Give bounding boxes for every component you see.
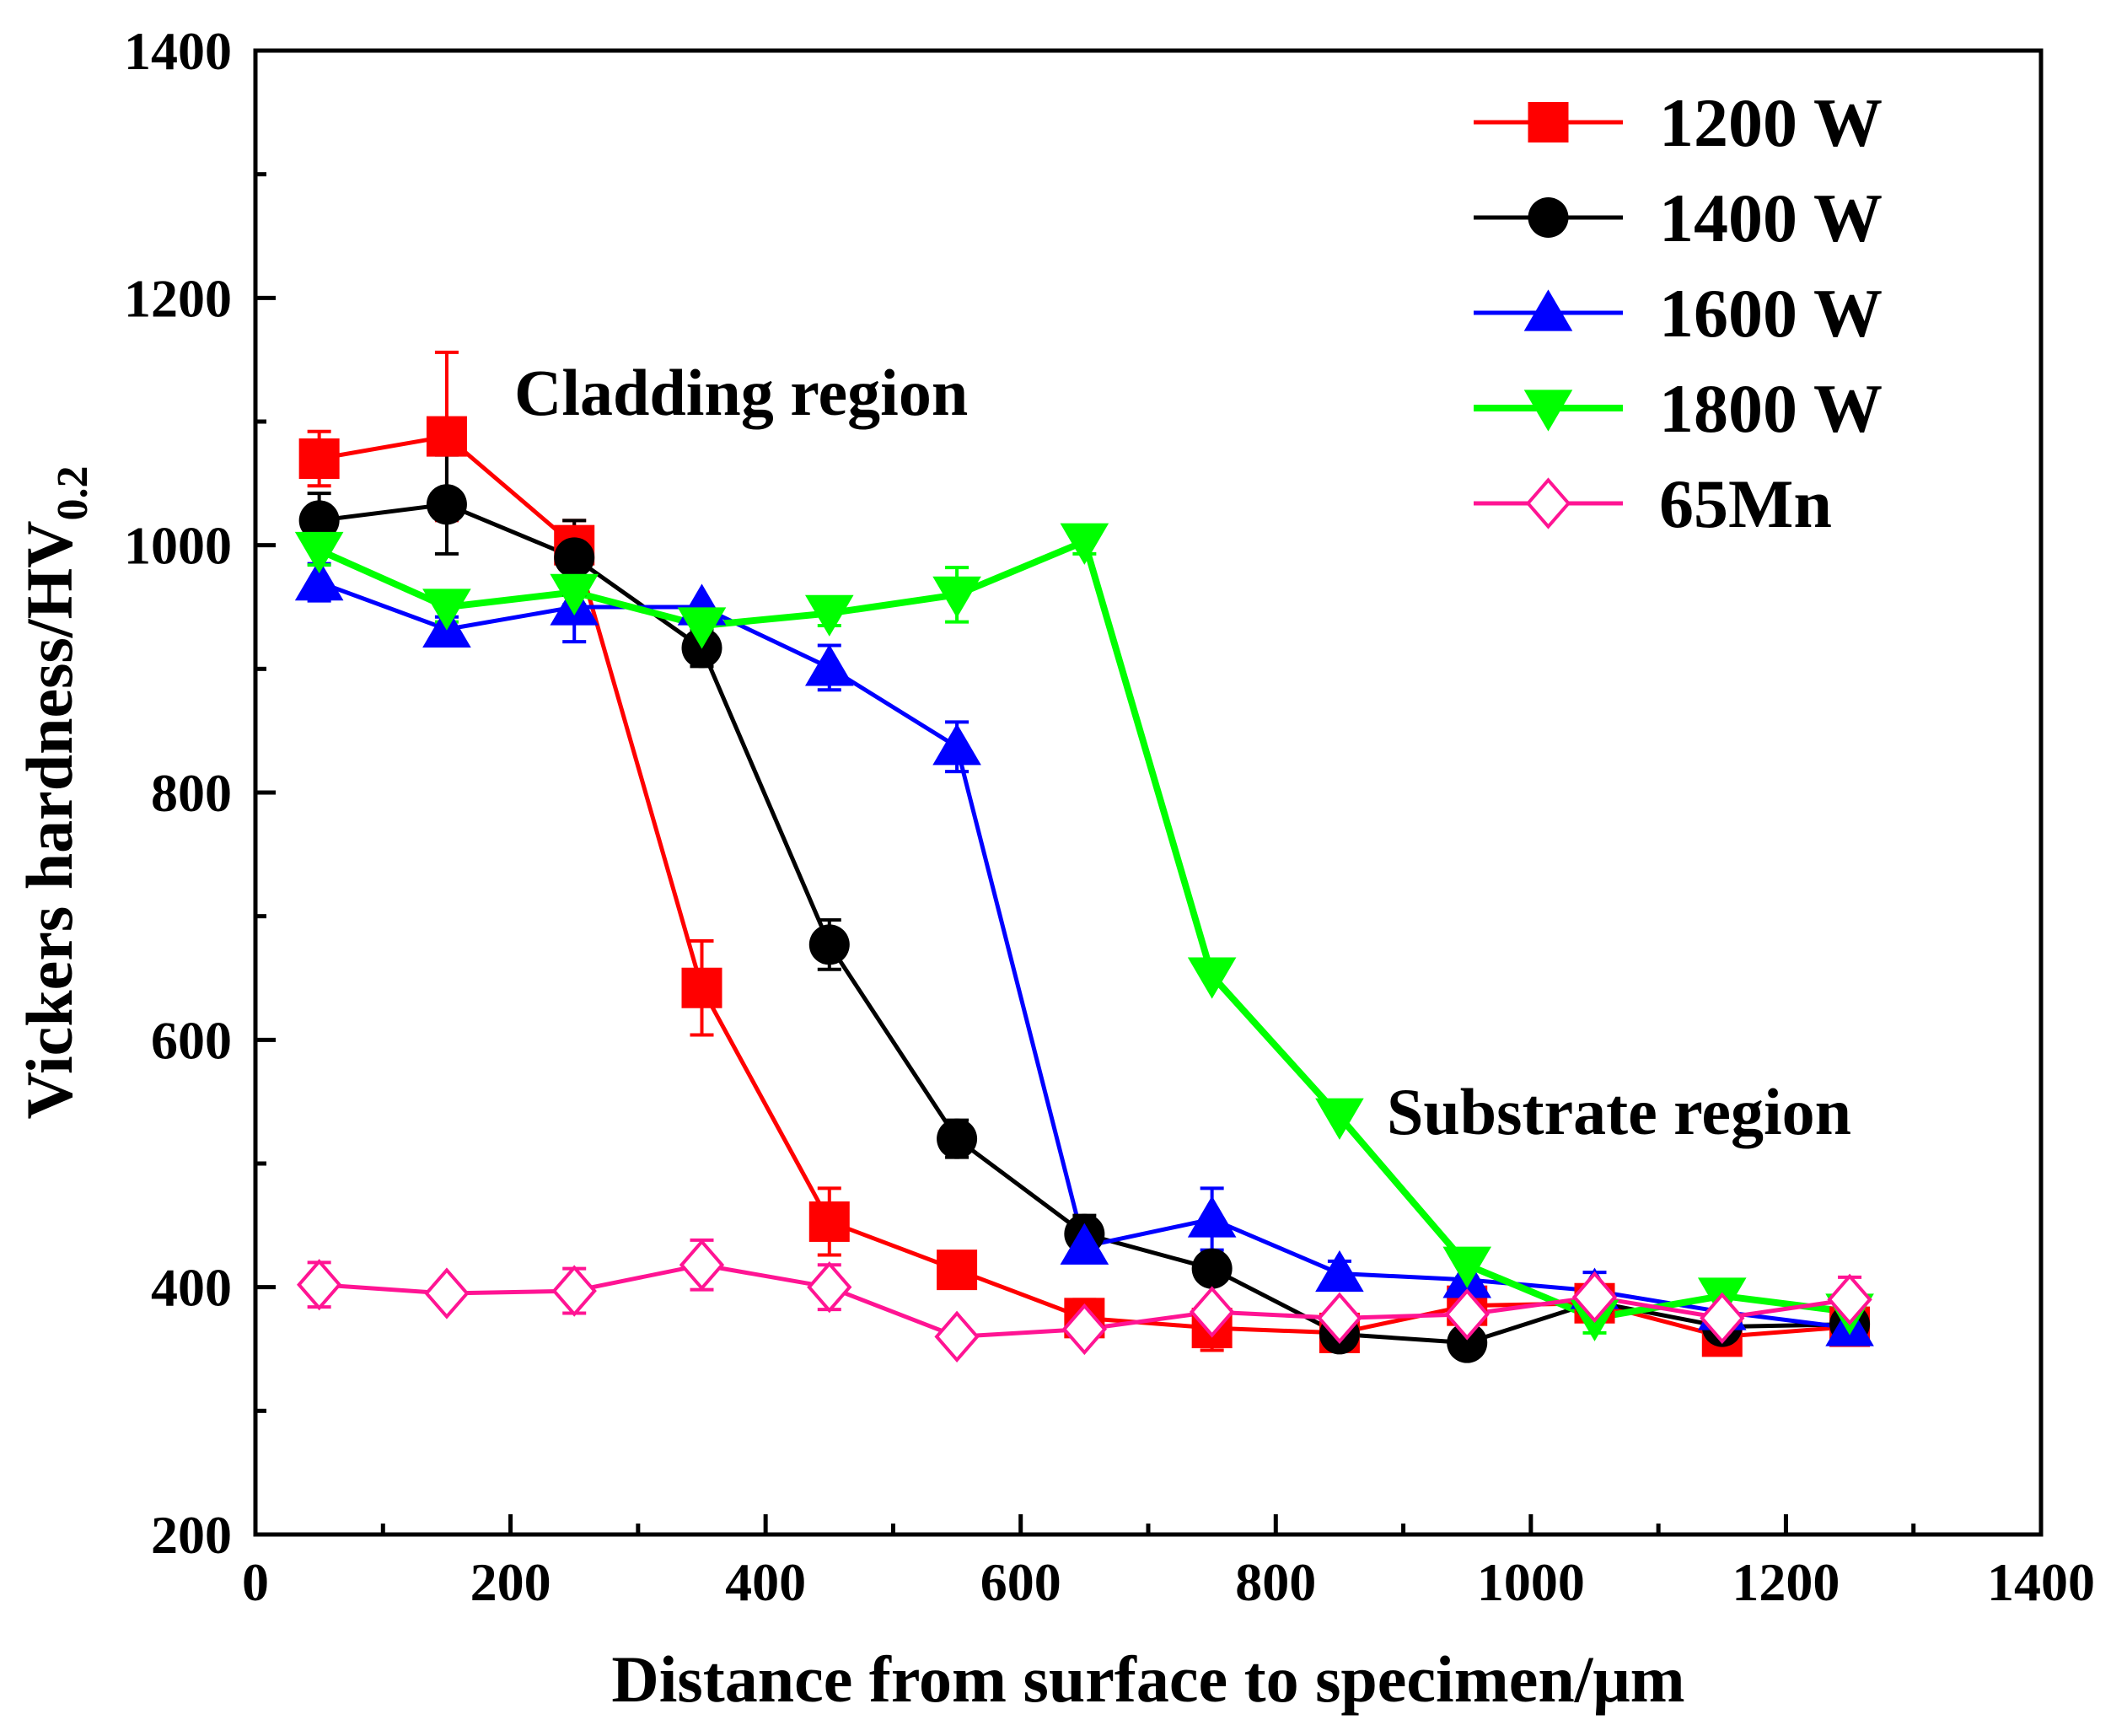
data-point-1200w bbox=[298, 438, 340, 479]
x-tick-label: 400 bbox=[725, 1552, 806, 1612]
x-tick-label: 1200 bbox=[1732, 1552, 1840, 1612]
data-point-1800w bbox=[422, 589, 471, 631]
data-point-65mn bbox=[1571, 1271, 1618, 1324]
y-axis-title: Vickers hardness/HV0.2 bbox=[13, 466, 97, 1120]
series-lines bbox=[318, 434, 1850, 1346]
data-point-65mn bbox=[296, 1259, 342, 1311]
legend-marker-1600w bbox=[1523, 289, 1573, 331]
data-point-65mn bbox=[424, 1267, 470, 1319]
data-point-1400w bbox=[808, 924, 850, 965]
x-tick-label: 200 bbox=[470, 1552, 551, 1612]
data-point-1200w bbox=[937, 1250, 978, 1291]
data-point-65mn bbox=[1827, 1273, 1872, 1325]
data-point-1800w bbox=[677, 607, 727, 649]
data-point-1800w bbox=[1442, 1246, 1492, 1288]
data-point-1400w bbox=[298, 500, 340, 541]
data-point-1400w bbox=[426, 484, 467, 525]
data-point-1800w bbox=[932, 576, 981, 618]
legend-marker-1800w bbox=[1523, 390, 1573, 432]
data-point-65mn bbox=[1189, 1286, 1235, 1338]
data-point-1200w bbox=[808, 1201, 850, 1242]
data-point-1400w bbox=[1447, 1322, 1488, 1363]
y-tick-label: 600 bbox=[151, 1010, 232, 1070]
x-tick-label: 1000 bbox=[1477, 1552, 1585, 1612]
legend-label-65mn: 65Mn bbox=[1659, 465, 1832, 542]
y-tick-label: 1000 bbox=[124, 516, 232, 576]
legend: 1200 W 1400 W 1600 W 1800 W 65Mn bbox=[1474, 84, 1883, 542]
legend-label-1200w: 1200 W bbox=[1659, 84, 1883, 161]
legend-marker-1200w bbox=[1528, 102, 1569, 142]
data-point-1400w bbox=[1191, 1248, 1233, 1289]
legend-label-1400w: 1400 W bbox=[1659, 180, 1883, 256]
data-point-1600w bbox=[1187, 1196, 1237, 1238]
y-tick-label: 800 bbox=[151, 763, 232, 823]
data-point-1400w bbox=[554, 537, 595, 578]
data-point-1600w bbox=[294, 559, 344, 601]
data-point-1800w bbox=[1315, 1098, 1364, 1140]
data-point-1400w bbox=[937, 1118, 978, 1159]
data-point-65mn bbox=[1444, 1288, 1490, 1341]
data-point-65mn bbox=[1700, 1292, 1745, 1344]
data-point-65mn bbox=[934, 1310, 980, 1362]
data-point-1600w bbox=[1315, 1250, 1364, 1293]
data-point-1600w bbox=[1060, 1223, 1109, 1265]
data-markers bbox=[294, 416, 1874, 1363]
x-tick-label: 800 bbox=[1235, 1552, 1316, 1612]
data-point-1600w bbox=[932, 723, 981, 766]
data-point-1800w bbox=[550, 573, 599, 615]
error-bars bbox=[307, 350, 1862, 1357]
y-tick-label: 1400 bbox=[124, 21, 232, 81]
data-point-1800w bbox=[1060, 523, 1109, 565]
y-tick-label: 400 bbox=[151, 1258, 232, 1318]
data-point-65mn bbox=[1317, 1292, 1362, 1344]
y-axis-title-subscript: 0.2 bbox=[49, 466, 97, 521]
y-tick-label: 200 bbox=[151, 1505, 232, 1565]
data-point-65mn bbox=[551, 1265, 597, 1317]
legend-marker-1400w bbox=[1528, 197, 1569, 238]
series-line-1800w bbox=[318, 538, 1850, 1322]
legend-marker-65mn bbox=[1525, 477, 1571, 529]
data-point-65mn bbox=[679, 1239, 725, 1291]
data-point-1600w bbox=[804, 644, 854, 686]
data-point-1800w bbox=[804, 594, 854, 637]
axis-ticks: 0 200 400 600 800 1000 1200 1400200400600800100… bbox=[124, 21, 2095, 1612]
x-tick-label: 1400 bbox=[1987, 1552, 2095, 1612]
x-tick-label: 0 bbox=[242, 1552, 269, 1612]
x-tick-label: 600 bbox=[980, 1552, 1061, 1612]
annotation-cladding-region: Cladding region bbox=[514, 356, 968, 429]
y-axis-title-main: Vickers hardness/HV bbox=[13, 521, 86, 1120]
data-point-65mn bbox=[807, 1261, 852, 1314]
data-point-65mn bbox=[1061, 1303, 1108, 1356]
data-point-1800w bbox=[294, 531, 344, 574]
y-tick-label: 1200 bbox=[124, 268, 232, 328]
legend-label-1800w: 1800 W bbox=[1659, 370, 1883, 447]
annotation-substrate-region: Substrate region bbox=[1387, 1075, 1851, 1148]
data-point-1800w bbox=[1187, 957, 1237, 999]
data-point-1200w bbox=[681, 967, 722, 1008]
x-axis-title: Distance from surface to specimen/μm bbox=[611, 1642, 1684, 1716]
data-point-1200w bbox=[426, 416, 467, 457]
legend-label-1600w: 1600 W bbox=[1659, 275, 1883, 352]
series-line-1200w bbox=[319, 434, 1850, 1339]
